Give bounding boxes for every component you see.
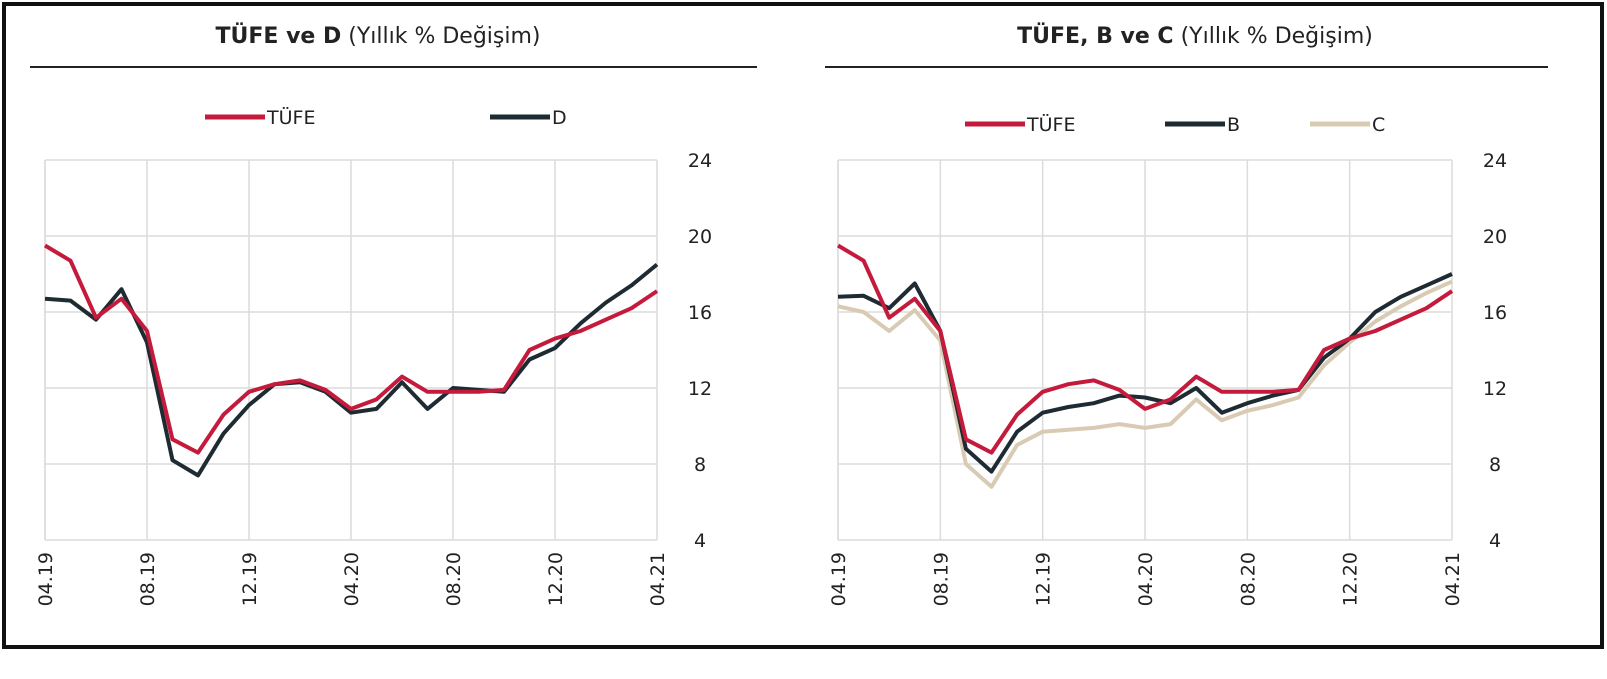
y-tick-label: 4 [1489, 530, 1501, 552]
x-tick-label: 08.20 [1237, 552, 1259, 606]
series-line-tüfe [43, 243, 659, 455]
left-chart-title: TÜFE ve D (Yıllık % Değişim) [215, 23, 540, 49]
x-tick-label: 04.20 [341, 552, 363, 606]
x-tick-label: 04.19 [828, 552, 850, 606]
y-tick-label: 20 [688, 226, 712, 248]
y-tick-label: 16 [1483, 302, 1507, 324]
y-tick-label: 16 [688, 302, 712, 324]
y-tick-label: 24 [688, 150, 712, 172]
x-tick-label: 12.19 [239, 552, 261, 606]
legend-label: D [552, 107, 567, 129]
left-title-bold: TÜFE ve D [215, 23, 341, 49]
x-tick-label: 04.21 [647, 552, 669, 606]
left-panel: TÜFE ve D (Yıllık % Değişim) TÜFE D 4 8 12 1… [30, 23, 757, 606]
right-plot: 4 8 12 16 20 24 04.19 08.19 12.19 04.20 08.20 12.20… [828, 150, 1507, 606]
y-tick-label: 12 [1483, 378, 1507, 400]
y-tick-label: 8 [1489, 454, 1501, 476]
right-legend: TÜFE B C [965, 113, 1385, 136]
x-tick-label: 08.19 [137, 552, 159, 606]
left-legend: TÜFE D [205, 106, 567, 129]
legend-label: C [1372, 114, 1385, 136]
right-title-rest: (Yıllık % Değişim) [1174, 24, 1373, 49]
legend-label: TÜFE [1026, 113, 1075, 136]
right-title-bold: TÜFE, B ve C [1017, 23, 1173, 49]
y-tick-label: 12 [688, 378, 712, 400]
y-tick-label: 8 [694, 454, 706, 476]
y-tick-label: 20 [1483, 226, 1507, 248]
left-plot: 4 8 12 16 20 24 04.19 08.19 12.19 04.20 08.20 12.20… [35, 150, 712, 606]
x-tick-label: 04.21 [1442, 552, 1464, 606]
legend-label: TÜFE [266, 106, 315, 129]
left-title-rest: (Yıllık % Değişim) [341, 24, 540, 49]
outer-frame [2, 2, 1604, 649]
right-panel: TÜFE, B ve C (Yıllık % Değişim) TÜFE B C 4… [825, 23, 1548, 606]
series-line-tüfe [836, 243, 1454, 455]
x-tick-label: 04.20 [1135, 552, 1157, 606]
series-line-c [837, 279, 1453, 489]
x-tick-label: 08.19 [930, 552, 952, 606]
x-tick-label: 04.19 [35, 552, 57, 606]
series-line-d [44, 262, 659, 478]
x-tick-label: 12.19 [1033, 552, 1055, 606]
right-chart-title: TÜFE, B ve C (Yıllık % Değişim) [1017, 23, 1373, 49]
legend-label: B [1227, 114, 1240, 136]
x-tick-label: 12.20 [545, 552, 567, 606]
x-tick-label: 08.20 [443, 552, 465, 606]
y-tick-label: 4 [694, 530, 706, 552]
y-tick-label: 24 [1483, 150, 1507, 172]
x-tick-label: 12.20 [1340, 552, 1362, 606]
